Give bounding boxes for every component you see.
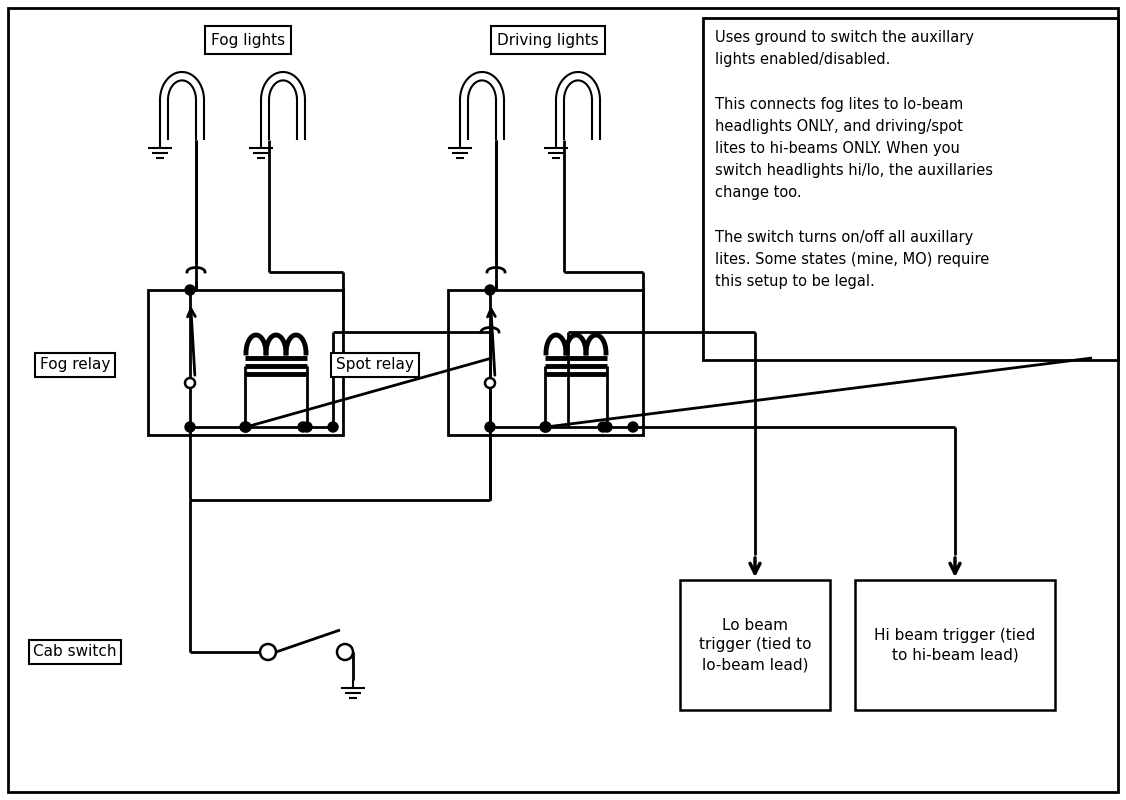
- Bar: [448, 290, 643, 435]
- Circle shape: [298, 422, 309, 432]
- Circle shape: [602, 422, 613, 432]
- Circle shape: [240, 422, 250, 432]
- Bar: [148, 290, 343, 435]
- Circle shape: [628, 422, 638, 432]
- Text: Cab switch: Cab switch: [34, 645, 117, 659]
- Text: Lo beam
trigger (tied to
lo-beam lead): Lo beam trigger (tied to lo-beam lead): [699, 618, 811, 672]
- Text: Driving lights: Driving lights: [497, 33, 599, 47]
- Circle shape: [540, 422, 551, 432]
- Circle shape: [598, 422, 608, 432]
- Text: Spot relay: Spot relay: [336, 358, 414, 373]
- Circle shape: [260, 644, 276, 660]
- Circle shape: [185, 285, 195, 295]
- Text: Uses ground to switch the auxillary
lights enabled/disabled.

This connects fog : Uses ground to switch the auxillary ligh…: [715, 30, 993, 289]
- Circle shape: [241, 422, 251, 432]
- Bar: [680, 580, 830, 710]
- Text: Fog lights: Fog lights: [211, 33, 285, 47]
- Circle shape: [328, 422, 338, 432]
- Text: Fog relay: Fog relay: [39, 358, 110, 373]
- Bar: [855, 580, 1055, 710]
- Circle shape: [185, 378, 195, 388]
- Circle shape: [302, 422, 312, 432]
- Circle shape: [485, 285, 495, 295]
- Circle shape: [337, 644, 352, 660]
- Circle shape: [185, 422, 195, 432]
- Circle shape: [485, 422, 495, 432]
- Bar: [703, 18, 1118, 360]
- Circle shape: [540, 422, 549, 432]
- Circle shape: [485, 378, 495, 388]
- Text: Hi beam trigger (tied
to hi-beam lead): Hi beam trigger (tied to hi-beam lead): [875, 627, 1036, 662]
